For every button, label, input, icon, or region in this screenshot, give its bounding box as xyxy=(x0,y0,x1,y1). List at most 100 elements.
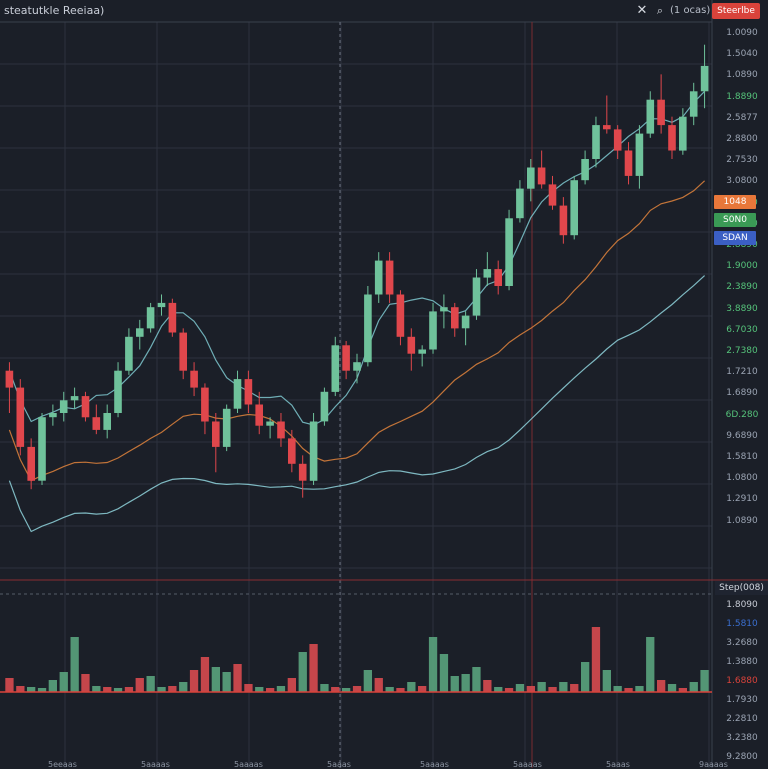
volume-bar xyxy=(678,688,687,692)
candle[interactable] xyxy=(494,260,502,295)
price-tick-label: 2.7530 xyxy=(726,155,758,166)
candle[interactable] xyxy=(331,336,340,397)
candle[interactable] xyxy=(70,387,79,409)
candle[interactable] xyxy=(668,116,676,159)
candle[interactable] xyxy=(689,82,698,126)
candle[interactable] xyxy=(418,345,426,367)
price-tag: S0N0 xyxy=(714,213,756,227)
candle[interactable] xyxy=(700,44,709,109)
candle[interactable] xyxy=(505,209,513,291)
candle[interactable] xyxy=(233,370,242,413)
candle[interactable] xyxy=(288,429,296,473)
candle[interactable] xyxy=(222,404,231,452)
candle[interactable] xyxy=(527,159,535,202)
candle[interactable] xyxy=(146,302,155,333)
candle[interactable] xyxy=(516,180,524,223)
candle[interactable] xyxy=(168,298,177,337)
candle[interactable] xyxy=(603,95,611,134)
volume-bar xyxy=(298,652,307,692)
candle[interactable] xyxy=(570,175,578,240)
volume-bar xyxy=(331,687,340,692)
candle[interactable] xyxy=(364,286,372,367)
price-tick-label: 1.9000 xyxy=(726,261,758,272)
chart-title: steatutkle Reeiaa) xyxy=(4,4,105,17)
candle[interactable] xyxy=(353,353,361,384)
volume-bar xyxy=(179,682,188,692)
volume-bar xyxy=(59,672,68,692)
candle[interactable] xyxy=(472,269,481,320)
candle[interactable] xyxy=(298,455,307,498)
candle[interactable] xyxy=(27,438,35,490)
candle[interactable] xyxy=(320,387,329,426)
volume-bar xyxy=(559,682,568,692)
candle[interactable] xyxy=(483,252,492,286)
candle[interactable] xyxy=(38,413,46,485)
volume-tick-label: 3.2680 xyxy=(726,638,758,648)
candle[interactable] xyxy=(429,302,437,354)
candle[interactable] xyxy=(92,404,101,435)
candle[interactable] xyxy=(592,116,600,168)
candle[interactable] xyxy=(255,391,263,435)
volume-bar xyxy=(428,637,438,692)
candle[interactable] xyxy=(537,150,546,189)
price-tick-label: 2.7380 xyxy=(726,346,758,356)
candle[interactable] xyxy=(451,302,459,337)
price-tag: SDAN xyxy=(714,231,756,245)
candle[interactable] xyxy=(125,328,133,375)
candle[interactable] xyxy=(679,108,687,155)
time-tick-label: 5eeaas xyxy=(48,760,77,769)
search-icon[interactable]: ⌕ xyxy=(656,4,664,17)
candle[interactable] xyxy=(396,290,405,346)
candle[interactable] xyxy=(103,404,111,439)
volume-tick-label: 3.2380 xyxy=(726,733,758,743)
volume-bar xyxy=(385,687,394,692)
candle[interactable] xyxy=(309,413,318,485)
price-tick-label: 1.0090 xyxy=(726,28,758,38)
candle[interactable] xyxy=(114,362,122,418)
volume-bar xyxy=(81,674,90,692)
price-tick-label: 1.0890 xyxy=(726,70,758,81)
candle[interactable] xyxy=(157,294,166,316)
candle[interactable] xyxy=(581,150,589,185)
volume-bar xyxy=(320,684,329,692)
candle[interactable] xyxy=(461,311,470,346)
candle[interactable] xyxy=(646,91,655,138)
candle[interactable] xyxy=(266,417,274,439)
volume-bar xyxy=(602,670,611,692)
candle[interactable] xyxy=(212,413,220,473)
volume-bar xyxy=(657,680,666,692)
candle[interactable] xyxy=(179,328,187,380)
candle[interactable] xyxy=(624,142,633,185)
candle[interactable] xyxy=(559,197,568,244)
volume-bar xyxy=(48,680,57,692)
header-badge[interactable]: Steerlbe xyxy=(712,3,760,19)
candle[interactable] xyxy=(407,328,416,371)
candle[interactable] xyxy=(440,294,448,329)
candle[interactable] xyxy=(374,252,383,303)
candle[interactable] xyxy=(49,404,57,426)
candle[interactable] xyxy=(342,341,350,380)
candle[interactable] xyxy=(136,319,144,350)
close-icon[interactable]: ✕ xyxy=(636,3,648,18)
candle[interactable] xyxy=(190,362,198,397)
volume-bar xyxy=(103,687,112,692)
volume-bar xyxy=(504,688,514,692)
candle[interactable] xyxy=(635,125,644,189)
candle[interactable] xyxy=(244,370,253,413)
price-tick-label: 6.7030 xyxy=(726,324,758,335)
candle[interactable] xyxy=(81,391,90,422)
candle[interactable] xyxy=(5,362,14,413)
candle[interactable] xyxy=(657,74,665,134)
candle[interactable] xyxy=(613,125,622,159)
candle[interactable] xyxy=(59,391,68,422)
volume-bar xyxy=(92,686,101,692)
price-tick-label: 6D.280 xyxy=(725,409,759,420)
candle[interactable] xyxy=(385,252,394,303)
candle[interactable] xyxy=(201,383,209,435)
candle[interactable] xyxy=(548,175,557,210)
candle[interactable] xyxy=(277,413,285,447)
volume-tick-label: 1.8090 xyxy=(726,600,758,610)
time-tick-label: 5aaaas xyxy=(513,760,542,769)
candle[interactable] xyxy=(16,379,25,456)
